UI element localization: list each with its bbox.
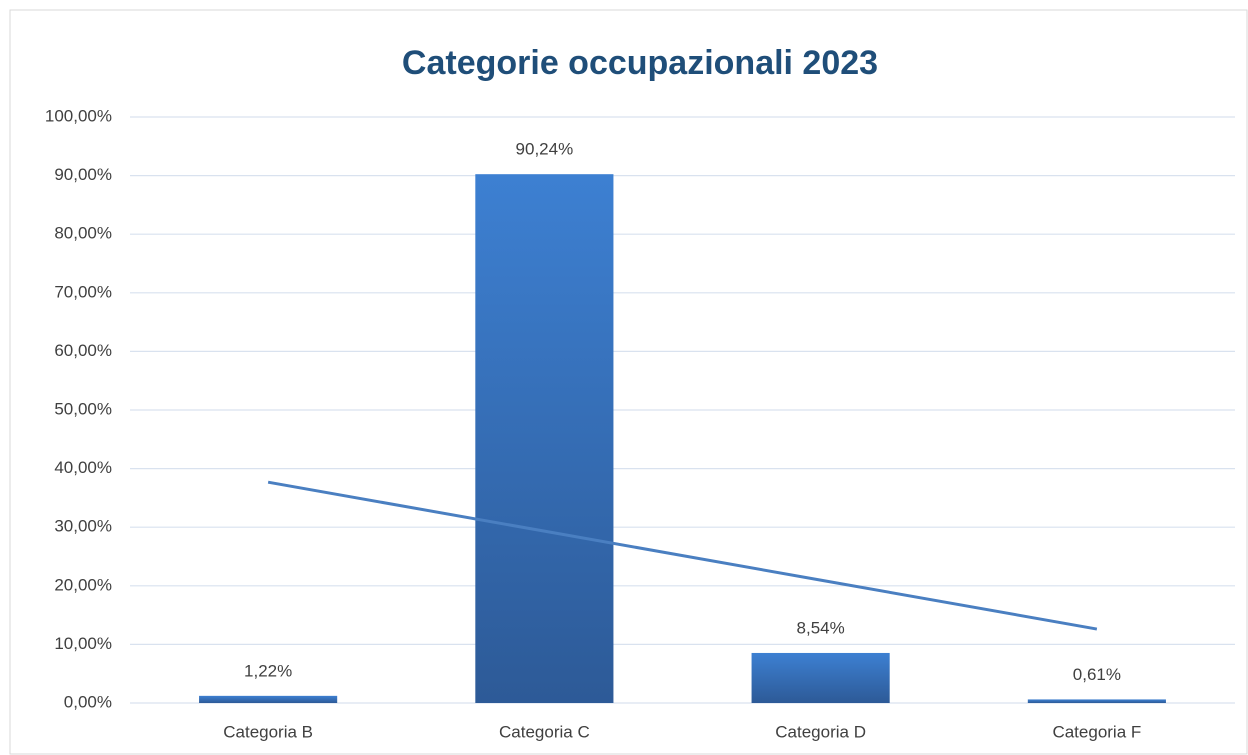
y-tick-label: 20,00% <box>54 575 112 594</box>
y-tick-label: 30,00% <box>54 517 112 536</box>
y-tick-label: 10,00% <box>54 634 112 653</box>
y-tick-label: 40,00% <box>54 458 112 477</box>
trendline <box>267 480 1098 631</box>
bar <box>751 652 890 703</box>
y-tick-label: 50,00% <box>54 399 112 418</box>
x-tick-label: Categoria F <box>1052 722 1141 741</box>
bar <box>199 695 338 703</box>
y-tick-label: 70,00% <box>54 282 112 301</box>
data-label: 0,61% <box>1073 665 1121 684</box>
x-tick-label: Categoria C <box>499 722 590 741</box>
bar <box>1027 699 1166 703</box>
data-label: 8,54% <box>797 618 845 637</box>
y-tick-label: 90,00% <box>54 165 112 184</box>
bar <box>475 174 614 703</box>
data-label: 90,24% <box>516 140 574 159</box>
y-tick-label: 0,00% <box>64 692 112 711</box>
x-tick-label: Categoria D <box>775 722 866 741</box>
data-label: 1,22% <box>244 661 292 680</box>
y-tick-label: 60,00% <box>54 341 112 360</box>
y-tick-label: 100,00% <box>45 106 112 125</box>
x-tick-label: Categoria B <box>223 722 313 741</box>
y-tick-label: 80,00% <box>54 224 112 243</box>
chart-border <box>9 9 1248 755</box>
chart-title: Categorie occupazionali 2023 <box>402 44 878 82</box>
